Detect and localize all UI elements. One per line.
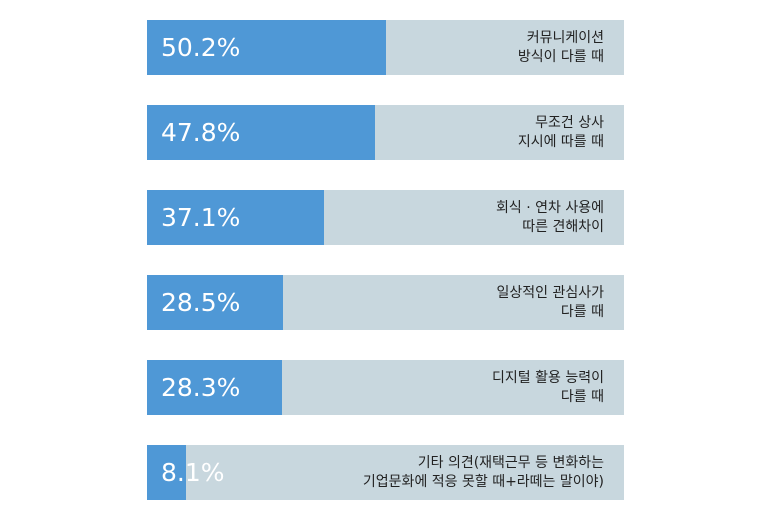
bar [147,105,375,160]
bar-value-label: 37.1% [161,203,241,232]
category-label-line: 다를 때 [560,388,604,405]
category-label-line: 기타 의견(재택근무 등 변화하는 [417,454,604,471]
category-label-line: 일상적인 관심사가 [496,284,605,301]
bar-value-label: 28.5% [161,288,241,317]
bar [147,275,283,330]
category-label-line: 회식 · 연차 사용에 [496,199,604,216]
bar-value-label: 8.1% [161,458,225,487]
category-label-line: 디지털 활용 능력이 [492,369,604,386]
category-label-line: 따른 견해차이 [522,218,604,235]
category-label-line: 커뮤니케이션 [526,29,604,46]
category-label-line: 무조건 상사 [535,114,604,131]
bar-value-label: 28.3% [161,373,241,402]
bar [147,190,324,245]
category-label-line: 기업문화에 적응 못할 때+라떼는 말이야) [362,473,604,490]
bar [147,20,386,75]
category-label-line: 다를 때 [560,303,604,320]
bar-value-label: 50.2% [161,33,241,62]
bar [147,360,282,415]
category-label-line: 지시에 따를 때 [517,133,604,150]
bar [147,445,186,500]
category-label-line: 방식이 다를 때 [517,48,604,65]
bar-value-label: 47.8% [161,118,241,147]
bar-track [147,445,624,500]
